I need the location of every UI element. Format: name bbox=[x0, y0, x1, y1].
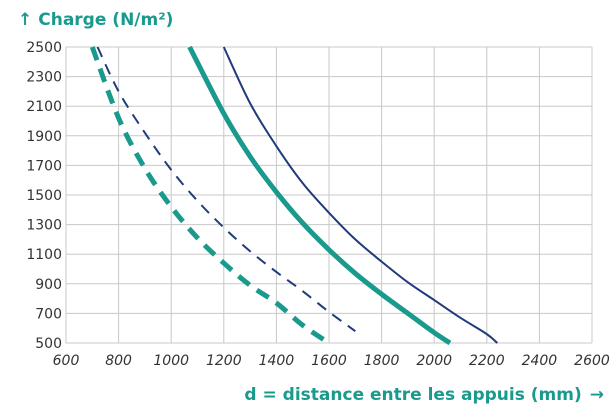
x-tick-label: 1400 bbox=[259, 353, 295, 369]
x-tick-label: 2200 bbox=[469, 353, 505, 369]
y-tick-label: 1300 bbox=[26, 218, 62, 234]
y-tick-label: 2100 bbox=[26, 99, 62, 115]
y-tick-label: 2300 bbox=[26, 70, 62, 86]
series-line-2 bbox=[187, 45, 452, 346]
y-tick-label: 1100 bbox=[26, 247, 62, 263]
x-tick-label: 800 bbox=[105, 353, 132, 369]
x-tick-label: 1000 bbox=[153, 353, 189, 369]
x-tick-labels: 600 800 1000 1200 1400 1600 1800 2000 2200 2400 26… bbox=[53, 353, 610, 369]
x-tick-label: 2600 bbox=[574, 353, 610, 369]
x-tick-label: 1600 bbox=[311, 353, 347, 369]
x-tick-label: 1800 bbox=[364, 353, 400, 369]
y-tick-label: 1700 bbox=[26, 158, 62, 174]
series-line-1 bbox=[96, 46, 356, 332]
y-axis-label: ↑ Charge (N/m²) bbox=[18, 10, 173, 30]
x-tick-label: 600 bbox=[53, 353, 80, 369]
x-axis-label-text: d = distance entre les appuis (mm) bbox=[244, 385, 581, 405]
x-tick-label: 2000 bbox=[416, 353, 452, 369]
x-axis-arrow: → bbox=[590, 385, 604, 405]
y-axis-arrow: ↑ bbox=[18, 10, 32, 30]
y-tick-label: 700 bbox=[35, 306, 62, 322]
x-tick-label: 1200 bbox=[206, 353, 242, 369]
y-tick-label: 2500 bbox=[26, 40, 62, 56]
x-tick-label: 2400 bbox=[522, 353, 558, 369]
series-line-3 bbox=[222, 46, 498, 344]
y-tick-label: 1900 bbox=[26, 129, 62, 145]
y-tick-label: 900 bbox=[35, 277, 62, 293]
y-axis-label-text: Charge (N/m²) bbox=[38, 10, 173, 30]
y-tick-label: 500 bbox=[35, 336, 62, 352]
series-lines bbox=[89, 45, 498, 346]
series-line-0 bbox=[89, 46, 331, 346]
y-tick-labels: 500 700 900 1100 1300 1500 1700 1900 2100 2300 250… bbox=[26, 40, 62, 352]
x-axis-label: d = distance entre les appuis (mm) → bbox=[244, 385, 604, 405]
y-tick-label: 1500 bbox=[26, 188, 62, 204]
gridlines bbox=[65, 46, 593, 344]
